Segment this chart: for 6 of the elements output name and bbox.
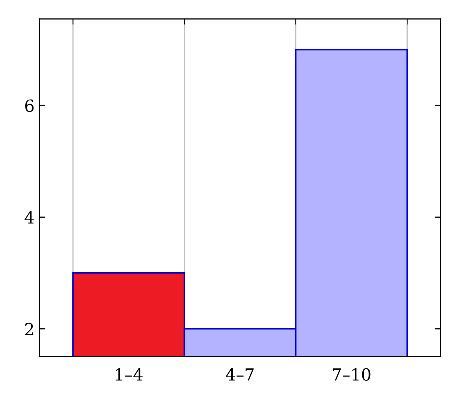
x-tick-label: 7–10 [333,368,371,382]
x-tick-label: 4–7 [226,368,254,381]
y-tick-label: 6 [25,100,34,112]
x-tick-label: 1–4 [116,368,143,381]
y-tick-label: 4 [24,211,34,224]
y-tick-label: 2 [25,323,34,336]
